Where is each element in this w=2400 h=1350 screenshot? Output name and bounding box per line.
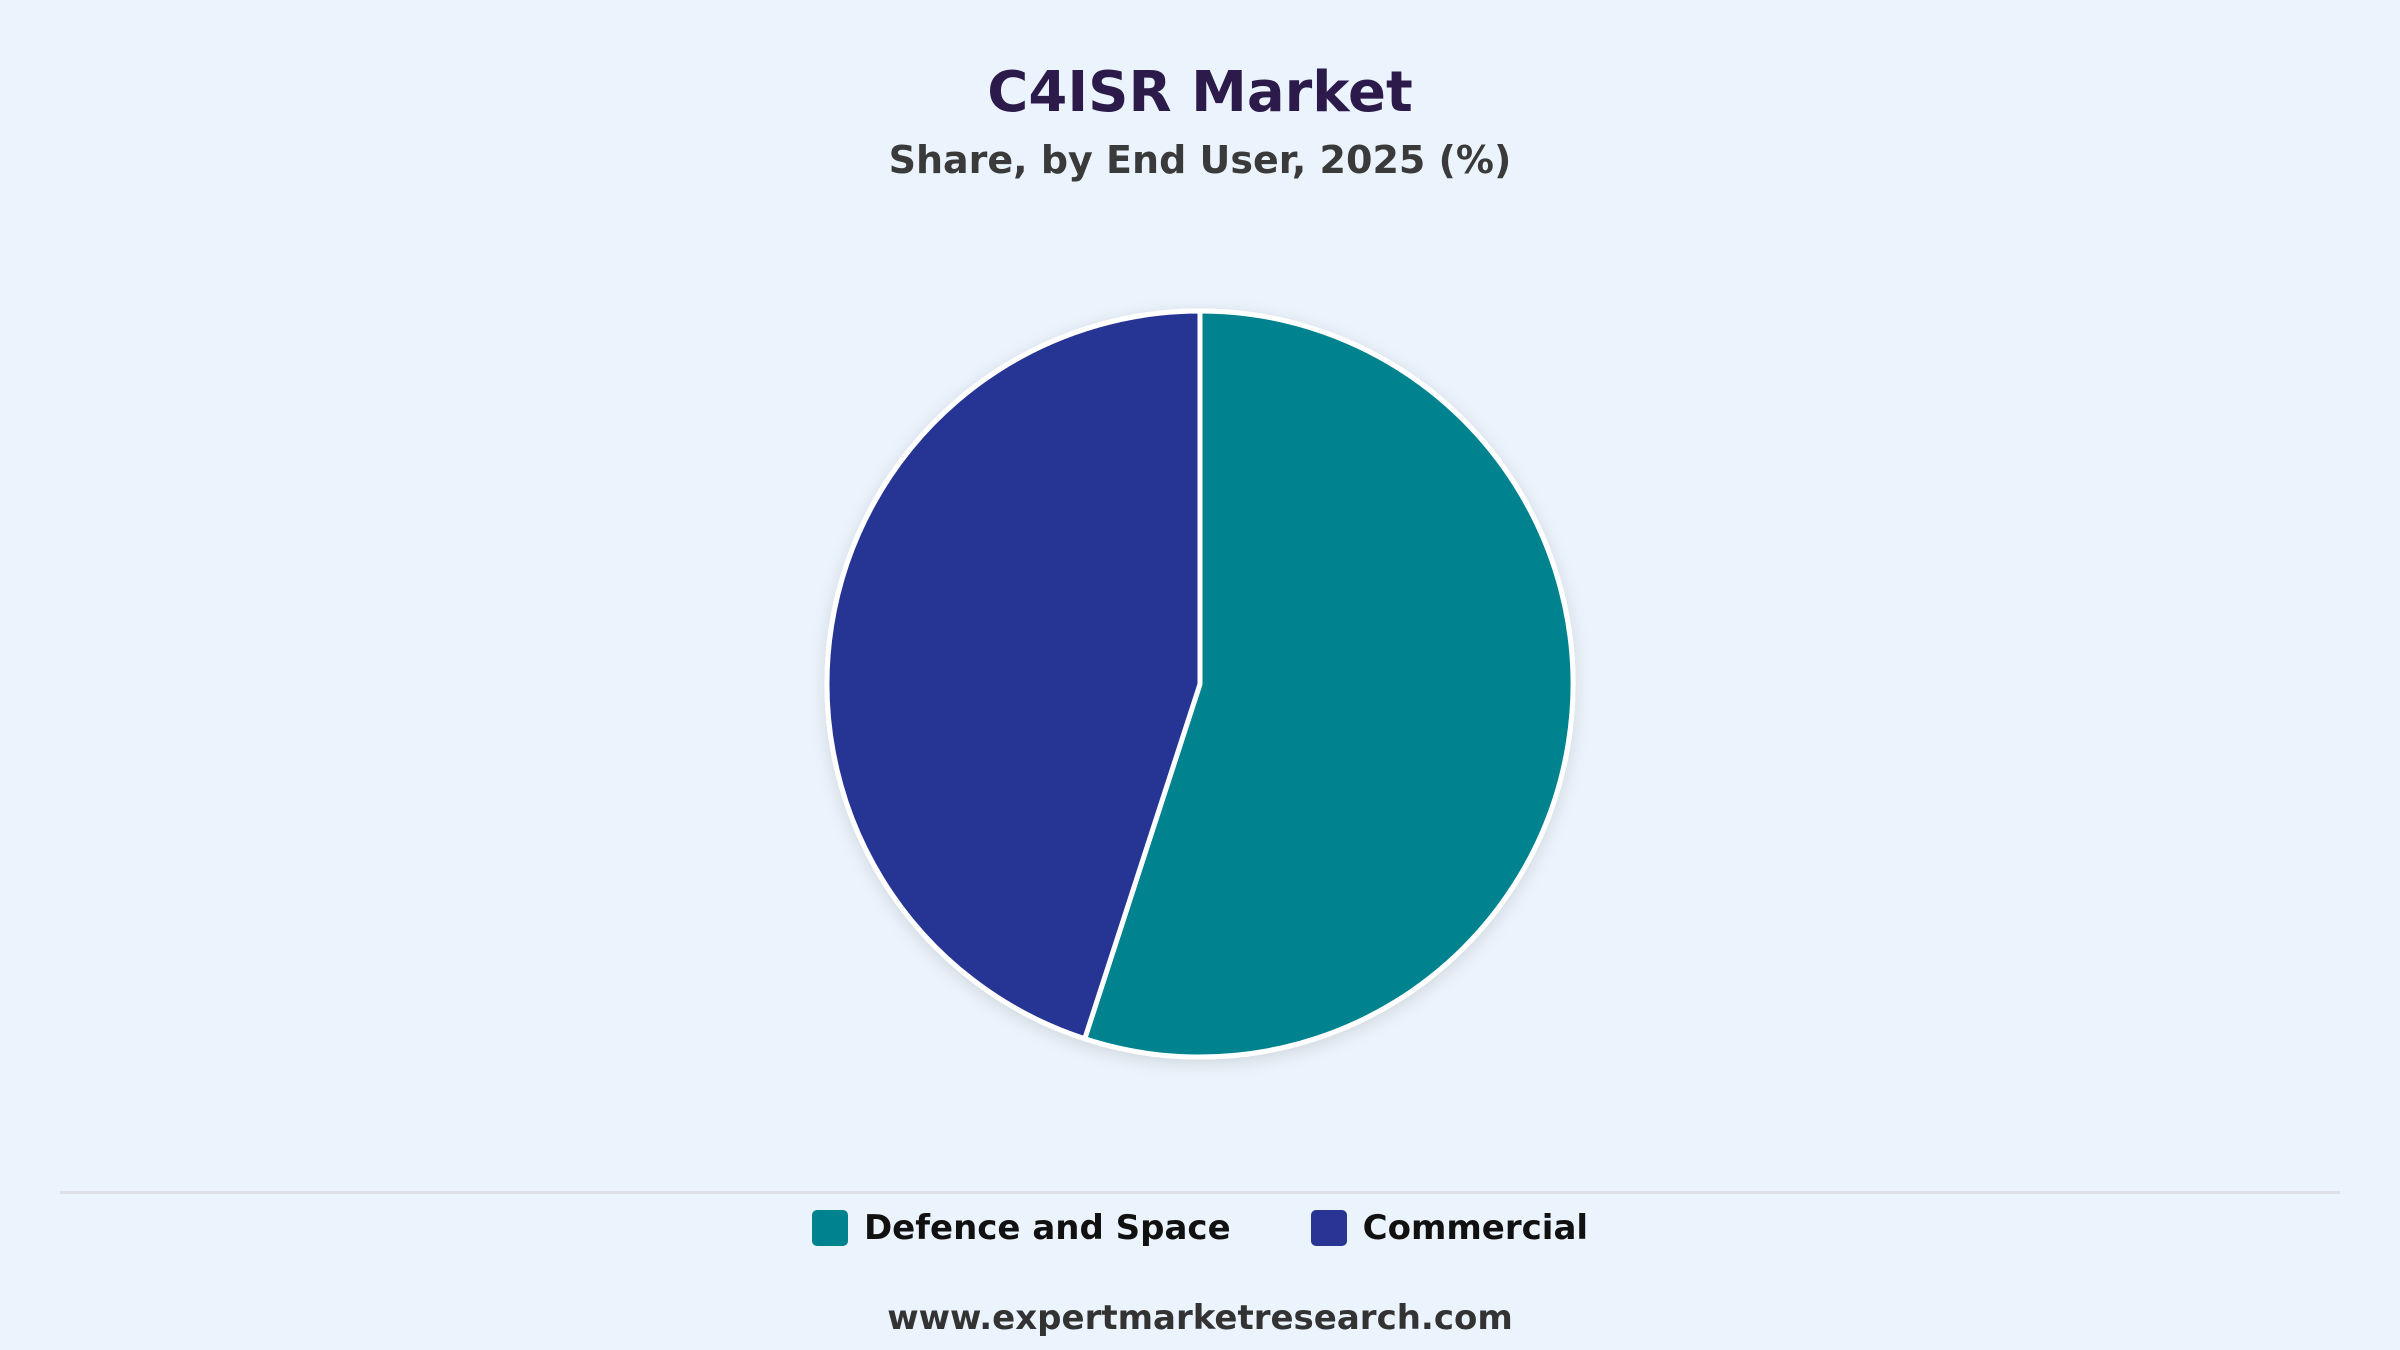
pie-slice-commercial[interactable] xyxy=(824,308,1203,1042)
legend: Defence and Space Commercial xyxy=(0,1208,2400,1248)
legend-divider xyxy=(60,1191,2340,1194)
source-footer: www.expertmarketresearch.com xyxy=(887,1298,1513,1338)
legend-swatch-commercial xyxy=(1310,1210,1347,1246)
pie-slice-defence-and-space[interactable] xyxy=(1082,308,1576,1060)
legend-item-defence-and-space[interactable]: Defence and Space xyxy=(811,1208,1231,1248)
pie-slices xyxy=(824,308,1576,1060)
legend-label-defence-and-space: Defence and Space xyxy=(863,1208,1231,1248)
chart-title: C4ISR Market xyxy=(987,60,1413,125)
chart-subtitle: Share, by End User, 2025 (%) xyxy=(888,138,1512,182)
legend-label-commercial: Commercial xyxy=(1362,1208,1589,1248)
legend-item-commercial[interactable]: Commercial xyxy=(1310,1208,1589,1248)
legend-swatch-defence-and-space xyxy=(811,1210,848,1246)
